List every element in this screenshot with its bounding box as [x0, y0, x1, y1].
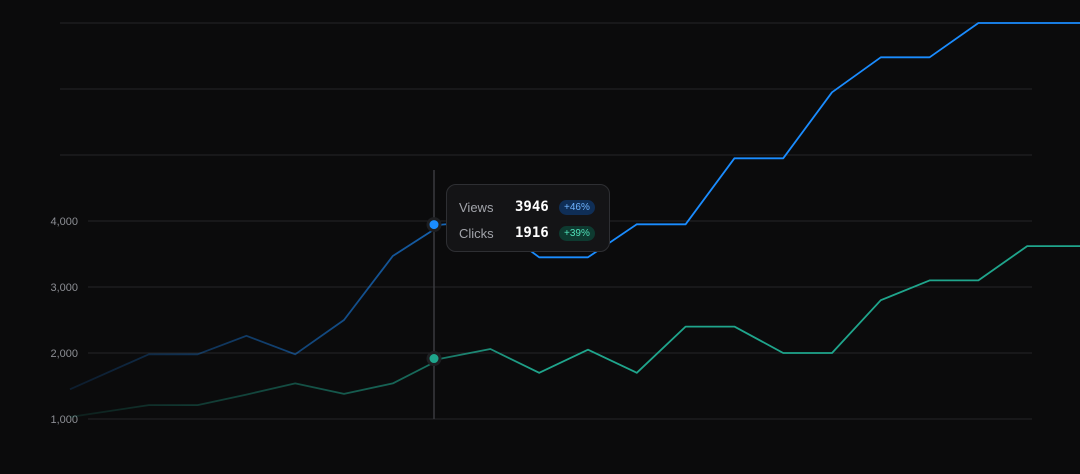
series-line-clicks — [69, 245, 1080, 418]
tooltip-views-value: 3946 — [515, 199, 549, 215]
series-group — [69, 22, 1080, 418]
gridlines — [60, 22, 1032, 420]
tooltip-views-change-badge: +46% — [559, 199, 595, 215]
tooltip-row-views: Views 3946 +46% — [459, 194, 597, 220]
tooltip-clicks-change-badge: +39% — [559, 225, 595, 241]
tooltip-clicks-label: Clicks — [459, 225, 494, 241]
y-tick-label-4: 4,000 — [50, 216, 78, 228]
tooltip-row-clicks: Clicks 1916 +39% — [459, 220, 597, 246]
tooltip-views-label: Views — [459, 199, 494, 215]
hover-point-clicks — [426, 351, 442, 367]
y-tick-label-2: 2,000 — [50, 348, 78, 360]
tooltip-clicks-value: 1916 — [515, 225, 549, 241]
series-line-views — [69, 22, 1080, 391]
hover-points — [426, 217, 442, 367]
y-tick-label-3: 3,000 — [50, 282, 78, 294]
hover-tooltip: Views 3946 +46% Clicks 1916 +39% — [446, 184, 610, 252]
hover-point-views — [426, 217, 442, 233]
